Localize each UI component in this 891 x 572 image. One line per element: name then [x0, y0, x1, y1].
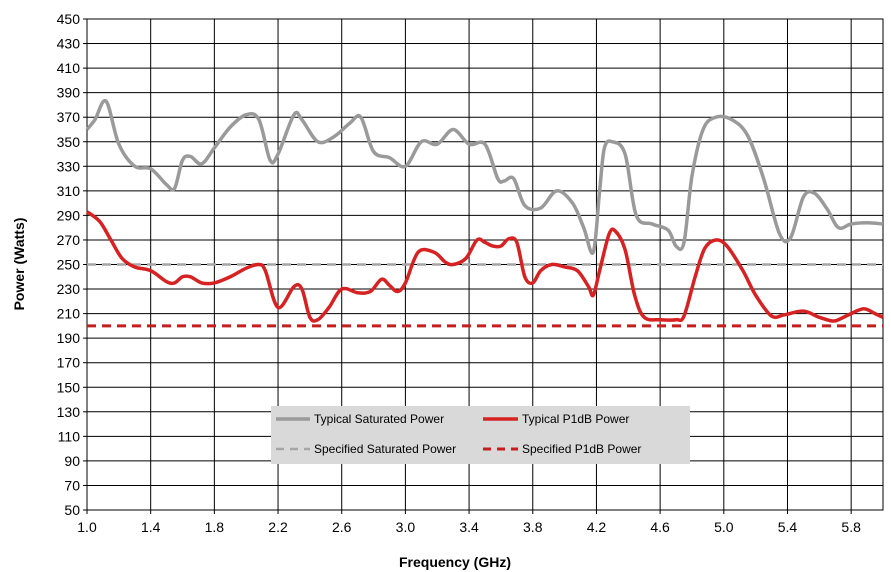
y-tick-label: 130 [57, 404, 81, 420]
y-tick-label: 210 [57, 306, 81, 322]
y-tick-label: 410 [57, 60, 81, 76]
y-tick-label: 270 [57, 232, 81, 248]
x-tick-label: 2.2 [268, 519, 288, 535]
x-axis-ticks: 1.0 1.4 1.8 2.2 2.6 3.0 3.4 3.8 4.2 4.6 5.0 5.4 5.8 [77, 510, 861, 535]
legend-label-typical-p1db: Typical P1dB Power [522, 412, 629, 426]
y-tick-label: 250 [57, 257, 81, 273]
x-tick-label: 2.6 [332, 519, 352, 535]
series-lines [85, 98, 884, 328]
legend-label-specified-saturated: Specified Saturated Power [314, 442, 456, 456]
y-tick-label: 370 [57, 109, 81, 125]
y-tick-label: 150 [57, 379, 81, 395]
y-tick-label: 350 [57, 134, 81, 150]
y-tick-label: 330 [57, 158, 81, 174]
y-tick-label: 50 [64, 502, 80, 518]
y-tick-label: 290 [57, 207, 81, 223]
y-tick-label: 450 [57, 11, 81, 27]
x-tick-label: 4.6 [650, 519, 670, 535]
y-tick-label: 190 [57, 330, 81, 346]
x-tick-label: 1.8 [205, 519, 225, 535]
legend: Typical Saturated Power Typical P1dB Pow… [271, 406, 690, 464]
series-typical-p1db-power [85, 210, 884, 323]
y-tick-label: 390 [57, 85, 81, 101]
x-tick-label: 1.0 [77, 519, 97, 535]
y-tick-label: 70 [64, 477, 80, 493]
legend-box [271, 406, 690, 464]
x-tick-label: 4.2 [587, 519, 607, 535]
y-tick-label: 90 [64, 453, 80, 469]
x-tick-label: 3.4 [459, 519, 479, 535]
x-tick-label: 5.0 [714, 519, 734, 535]
y-tick-label: 430 [57, 36, 81, 52]
y-axis-ticks: 50 70 90 110 130 150 170 190 210 230 250 270 290 310 3… [57, 11, 87, 518]
x-tick-label: 3.8 [523, 519, 543, 535]
legend-label-typical-saturated: Typical Saturated Power [314, 412, 444, 426]
x-tick-label: 3.0 [396, 519, 416, 535]
x-tick-label: 5.8 [841, 519, 861, 535]
series-typical-saturated-power [85, 98, 884, 256]
legend-label-specified-p1db: Specified P1dB Power [522, 442, 641, 456]
gridlines [86, 18, 883, 511]
y-axis-title: Power (Watts) [11, 218, 27, 311]
x-tick-label: 1.4 [141, 519, 161, 535]
y-tick-label: 170 [57, 355, 81, 371]
y-tick-label: 230 [57, 281, 81, 297]
x-tick-label: 5.4 [778, 519, 798, 535]
y-tick-label: 110 [58, 428, 81, 444]
x-axis-title: Frequency (GHz) [399, 554, 511, 570]
y-tick-label: 310 [57, 183, 81, 199]
